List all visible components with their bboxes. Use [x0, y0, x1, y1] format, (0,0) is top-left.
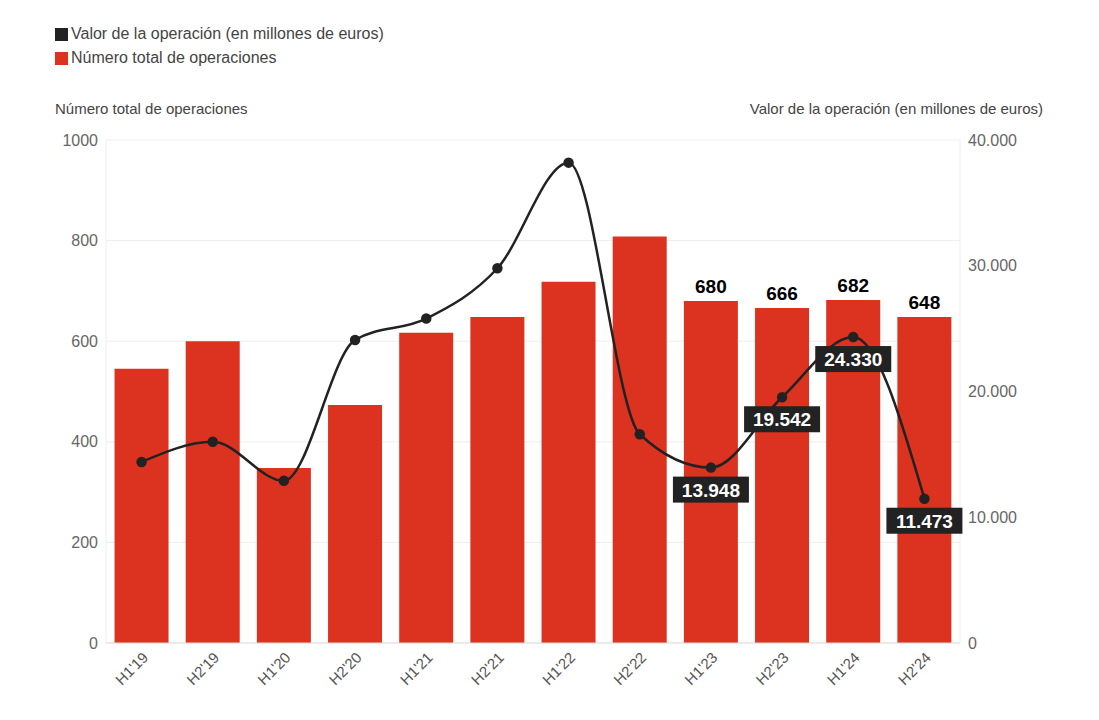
svg-text:19.542: 19.542 — [753, 409, 811, 430]
html-text:Valor de la operación (en mill: Valor de la operación (en millones de eu… — [71, 25, 384, 42]
html-text:Número total de operaciones: Número total de operaciones — [71, 49, 277, 66]
svg-text:600: 600 — [71, 333, 98, 350]
svg-text:30.000: 30.000 — [968, 257, 1017, 274]
svg-text:H2'20: H2'20 — [325, 649, 364, 688]
svg-text:13.948: 13.948 — [682, 480, 740, 501]
svg-text:H2'24: H2'24 — [895, 649, 934, 688]
svg-text:H2'19: H2'19 — [183, 649, 222, 688]
svg-text:H1'19: H1'19 — [112, 649, 151, 688]
svg-text:H1'23: H1'23 — [681, 649, 720, 688]
svg-text:40.000: 40.000 — [968, 132, 1017, 149]
svg-text:680: 680 — [695, 276, 727, 297]
svg-text:24.330: 24.330 — [824, 349, 882, 370]
svg-text:H2'23: H2'23 — [752, 649, 791, 688]
svg-text:648: 648 — [909, 292, 941, 313]
svg-text:666: 666 — [766, 283, 798, 304]
svg-text:0: 0 — [968, 635, 977, 652]
svg-text:400: 400 — [71, 433, 98, 450]
html-text:Número total de operaciones: Número total de operaciones — [55, 100, 248, 117]
svg-text:11.473: 11.473 — [896, 511, 953, 532]
svg-text:H2'22: H2'22 — [610, 649, 649, 688]
svg-text:800: 800 — [71, 232, 98, 249]
svg-text:200: 200 — [71, 534, 98, 551]
svg-text:10.000: 10.000 — [968, 509, 1017, 526]
svg-text:H1'24: H1'24 — [823, 649, 862, 688]
svg-text:H1'20: H1'20 — [254, 649, 293, 688]
svg-text:H1'22: H1'22 — [539, 649, 578, 688]
svg-text:20.000: 20.000 — [968, 383, 1017, 400]
svg-text:682: 682 — [837, 275, 869, 296]
svg-text:H1'21: H1'21 — [396, 649, 435, 688]
svg-text:H2'21: H2'21 — [468, 649, 507, 688]
svg-text:1000: 1000 — [62, 132, 98, 149]
html-text:Valor de la operación (en mill: Valor de la operación (en millones de eu… — [749, 100, 1043, 117]
svg-text:0: 0 — [89, 635, 98, 652]
